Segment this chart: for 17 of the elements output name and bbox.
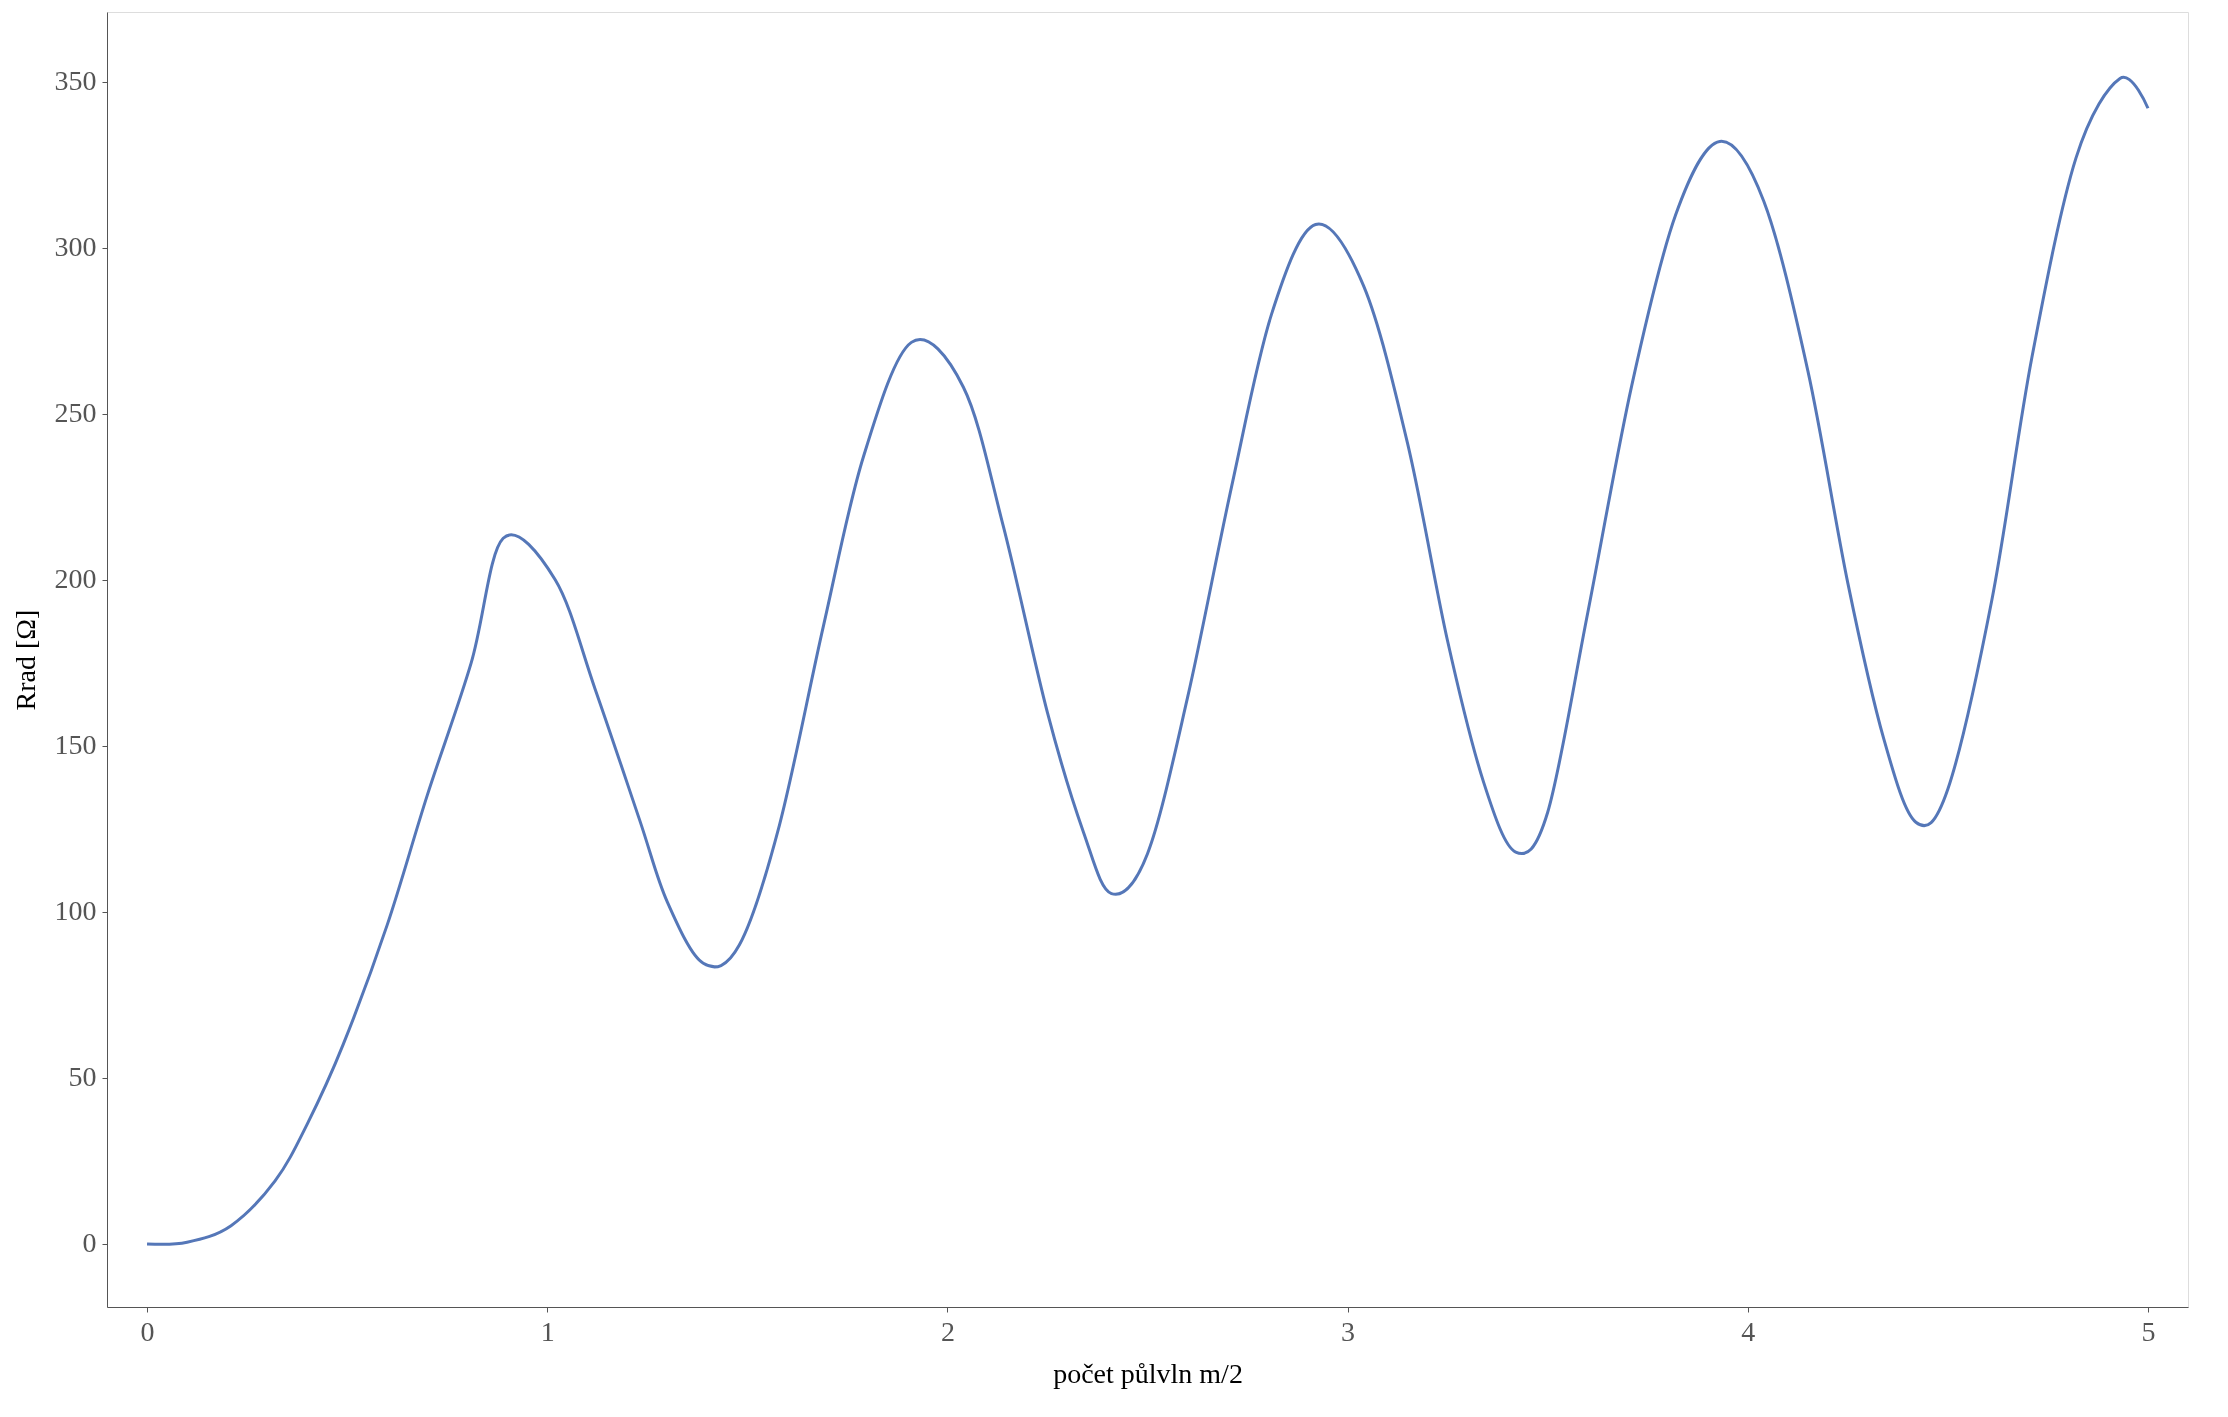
x-tick-label: 4	[1741, 1315, 1756, 1347]
y-tick-label: 250	[54, 397, 97, 429]
x-tick-label: 2	[940, 1315, 955, 1347]
y-tick-label: 350	[54, 65, 97, 97]
x-tick-label: 1	[540, 1315, 555, 1347]
line-series	[145, 76, 2150, 1246]
y-tick-label: 200	[54, 563, 97, 595]
y-tick-label: 150	[54, 729, 97, 761]
x-tick-label: 5	[2141, 1315, 2156, 1347]
y-tick-label: 50	[68, 1061, 97, 1093]
y-axis-title: Rrad [Ω]	[9, 609, 41, 711]
x-tick-label: 3	[1341, 1315, 1356, 1347]
x-tick-label: 0	[140, 1315, 155, 1347]
x-axis-title: počet půlvln m/2	[1053, 1357, 1243, 1389]
y-tick-label: 100	[54, 895, 97, 927]
y-tick-label: 300	[54, 231, 97, 263]
y-tick-label: 0	[82, 1227, 97, 1259]
